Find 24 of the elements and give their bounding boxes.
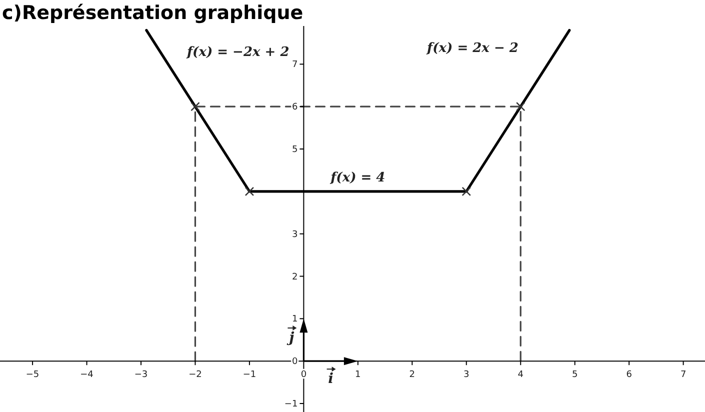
x-tick-label: 5 — [572, 370, 578, 380]
x-tick-label: 4 — [518, 370, 524, 380]
x-tick-label: −3 — [134, 370, 148, 380]
annotation: f(x) = 2x − 2 — [426, 41, 518, 56]
x-tick-label: −4 — [80, 370, 94, 380]
annotation: f(x) = 4 — [330, 170, 386, 186]
annotation: j — [286, 330, 294, 346]
y-tick-label: 5 — [292, 145, 298, 156]
y-tick-label: 7 — [292, 60, 298, 70]
y-tick-label: 2 — [292, 272, 298, 282]
annotation: f(x) = −2x + 2 — [186, 45, 290, 60]
x-tick-label: 3 — [464, 370, 470, 380]
x-tick-label: −1 — [242, 370, 256, 380]
x-tick-label: 2 — [409, 370, 416, 380]
x-tick-label: 1 — [355, 370, 361, 380]
chart-title: c)Représentation graphique — [2, 2, 304, 24]
x-tick-label: −2 — [188, 370, 202, 380]
x-tick-label: −5 — [26, 370, 40, 380]
y-tick-label: 1 — [292, 314, 298, 325]
y-tick-label: 3 — [292, 230, 298, 240]
x-tick-label: 7 — [680, 370, 686, 380]
x-tick-label: 6 — [626, 370, 632, 380]
annotation: i — [328, 371, 334, 388]
y-tick-label: −1 — [284, 400, 298, 410]
